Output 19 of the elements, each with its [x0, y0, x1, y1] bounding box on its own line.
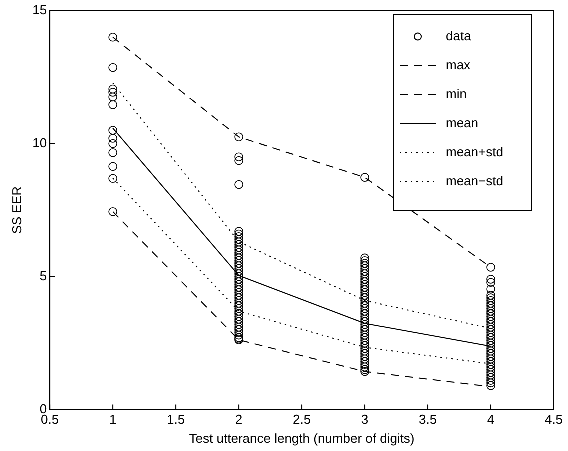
x-tick-label: 2.5: [292, 412, 312, 428]
x-tick-label: 1: [109, 412, 117, 428]
y-axis-title: SS EER: [9, 186, 24, 234]
legend-label: min: [446, 86, 467, 102]
y-tick-label: 10: [32, 135, 48, 150]
x-tick-label: 2: [235, 412, 243, 428]
legend-label: mean+std: [446, 144, 504, 160]
x-tick-label: 3.5: [418, 412, 438, 428]
x-tick-label: 3: [361, 412, 369, 428]
x-tick-label: 4.5: [544, 412, 564, 428]
y-tick-label: 5: [40, 268, 48, 284]
x-tick-label: 4: [487, 412, 495, 428]
legend-label: mean: [446, 115, 479, 130]
x-axis-title: Test utterance length (number of digits): [189, 430, 415, 446]
y-tick-label: 15: [32, 2, 48, 18]
legend-label: data: [446, 28, 472, 44]
x-tick-label: 1.5: [167, 412, 186, 428]
legend-label: max: [446, 57, 472, 72]
legend-label: mean−std: [446, 173, 504, 188]
